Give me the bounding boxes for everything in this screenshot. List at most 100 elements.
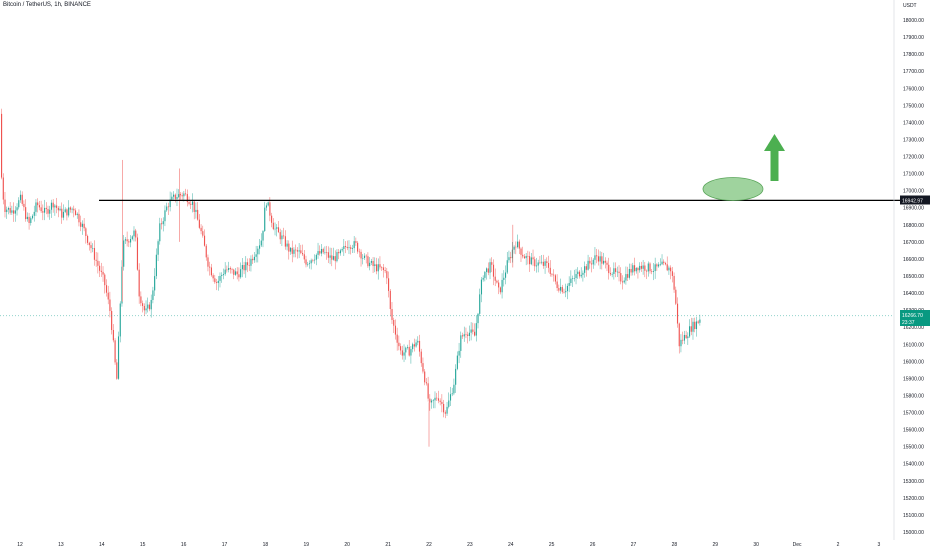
candle-body xyxy=(190,203,192,205)
candle-body xyxy=(608,264,610,274)
candle-body xyxy=(131,236,133,239)
candle-body xyxy=(331,255,333,260)
candle-body xyxy=(642,265,644,269)
x-tick-label: 29 xyxy=(713,542,719,548)
candle-body xyxy=(517,241,519,248)
y-tick-label: 17900.00 xyxy=(903,35,924,41)
candle-body xyxy=(142,303,144,306)
y-tick-label: 15300.00 xyxy=(903,479,924,485)
candle-body xyxy=(503,277,505,280)
candle-body xyxy=(580,274,582,277)
y-tick-label: 16500.00 xyxy=(903,274,924,280)
candle-body xyxy=(286,243,288,247)
candle-body xyxy=(112,329,114,341)
y-tick-label: 16900.00 xyxy=(903,206,924,212)
candle-body xyxy=(372,261,374,266)
candle-body xyxy=(200,227,202,232)
candle-body xyxy=(498,282,500,288)
candle-body xyxy=(592,259,594,265)
candle-body xyxy=(477,313,479,324)
candle-body xyxy=(216,282,218,283)
x-tick-label: 16 xyxy=(181,542,187,548)
y-tick-label: 15400.00 xyxy=(903,462,924,468)
candle-body xyxy=(520,248,522,255)
candle-body xyxy=(233,269,235,275)
candle-body xyxy=(100,270,102,272)
candle-body xyxy=(348,247,350,249)
candle-body xyxy=(152,290,154,300)
candle-body xyxy=(123,240,125,267)
candle-body xyxy=(38,205,40,208)
candle-body xyxy=(18,200,20,208)
candle-body xyxy=(124,239,126,241)
candle-body xyxy=(400,346,402,351)
candle-body xyxy=(88,242,90,246)
candle-body xyxy=(393,319,395,326)
candle-body xyxy=(683,334,685,341)
candle-body xyxy=(542,261,544,266)
candle-body xyxy=(448,400,450,407)
candle-body xyxy=(351,248,354,249)
candle-body xyxy=(415,342,417,347)
candle-body xyxy=(427,383,429,399)
candle-body xyxy=(630,269,632,273)
candle-body xyxy=(439,400,441,402)
time-axis: 12 13 14 15 16 17 18 19 20 21 22 23 24 25 26 27 28 29 30 De… xyxy=(17,542,880,548)
candle-body xyxy=(317,251,319,255)
candle-body xyxy=(343,246,345,249)
candle-body xyxy=(449,394,452,401)
candle-body xyxy=(250,258,252,266)
candle-body xyxy=(281,235,283,240)
candle-body xyxy=(668,267,670,271)
candle-body xyxy=(245,262,247,271)
last-price-tag: 16266.70 23:37 xyxy=(900,310,930,326)
x-tick-label: 20 xyxy=(344,542,350,548)
candle-body xyxy=(47,209,49,214)
candle-body xyxy=(596,255,598,257)
candle-body xyxy=(87,235,89,243)
candle-body xyxy=(568,283,570,286)
candle-body xyxy=(68,207,70,216)
candle-body xyxy=(25,207,27,220)
candle-body xyxy=(467,334,469,336)
candle-body xyxy=(102,271,104,275)
candle-body xyxy=(658,264,660,267)
candle-body xyxy=(678,323,680,347)
candle-body xyxy=(513,246,515,250)
candle-body xyxy=(680,339,682,347)
candle-body xyxy=(291,247,293,254)
candle-body xyxy=(515,246,517,248)
candle-body xyxy=(587,260,589,270)
candle-body xyxy=(324,252,326,253)
candle-body xyxy=(675,289,677,304)
y-tick-label: 17600.00 xyxy=(903,86,924,92)
x-tick-label: 26 xyxy=(590,542,596,548)
candle-body xyxy=(386,271,388,279)
candle-body xyxy=(475,323,477,336)
candle-body xyxy=(360,251,362,259)
candle-body xyxy=(446,406,448,414)
candle-body xyxy=(434,397,436,401)
candle-body xyxy=(640,265,642,269)
candle-body xyxy=(90,245,92,249)
candle-body xyxy=(166,206,168,211)
candle-body xyxy=(224,269,226,275)
candle-body xyxy=(265,205,268,208)
candle-body xyxy=(243,265,245,271)
candle-body xyxy=(119,303,121,337)
candle-body xyxy=(694,321,696,330)
candle-body xyxy=(458,350,460,356)
candle-body xyxy=(9,208,11,213)
candle-body xyxy=(253,256,255,261)
candle-body xyxy=(66,209,68,216)
candle-body xyxy=(463,334,465,337)
x-tick-label: 27 xyxy=(631,542,637,548)
candle-body xyxy=(357,242,359,252)
candle-body xyxy=(615,268,617,272)
level-price-label: 16942.97 xyxy=(902,199,923,205)
candle-body xyxy=(443,403,445,413)
candle-body xyxy=(54,205,56,208)
candle-body xyxy=(673,275,675,290)
candle-body xyxy=(578,271,581,277)
